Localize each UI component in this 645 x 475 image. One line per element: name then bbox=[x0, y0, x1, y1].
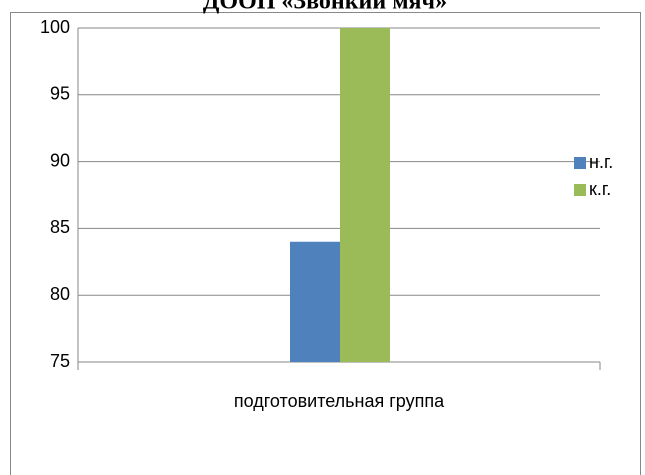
legend-swatch bbox=[574, 184, 586, 196]
bar bbox=[290, 241, 340, 362]
legend-label: н.г. bbox=[589, 152, 613, 172]
y-tick-label: 80 bbox=[50, 284, 70, 304]
x-tick-label: подготовительная группа bbox=[234, 391, 445, 411]
y-tick-label: 100 bbox=[40, 17, 70, 37]
y-tick-label: 85 bbox=[50, 217, 70, 237]
chart-title: ДООП «Звонкий мяч» bbox=[203, 0, 447, 15]
bar bbox=[340, 28, 390, 362]
y-tick-label: 95 bbox=[50, 84, 70, 104]
y-tick-label: 75 bbox=[50, 351, 70, 371]
y-tick-label: 90 bbox=[50, 150, 70, 170]
legend-swatch bbox=[574, 157, 586, 169]
chart-frame bbox=[10, 12, 641, 475]
legend-label: к.г. bbox=[589, 179, 611, 199]
